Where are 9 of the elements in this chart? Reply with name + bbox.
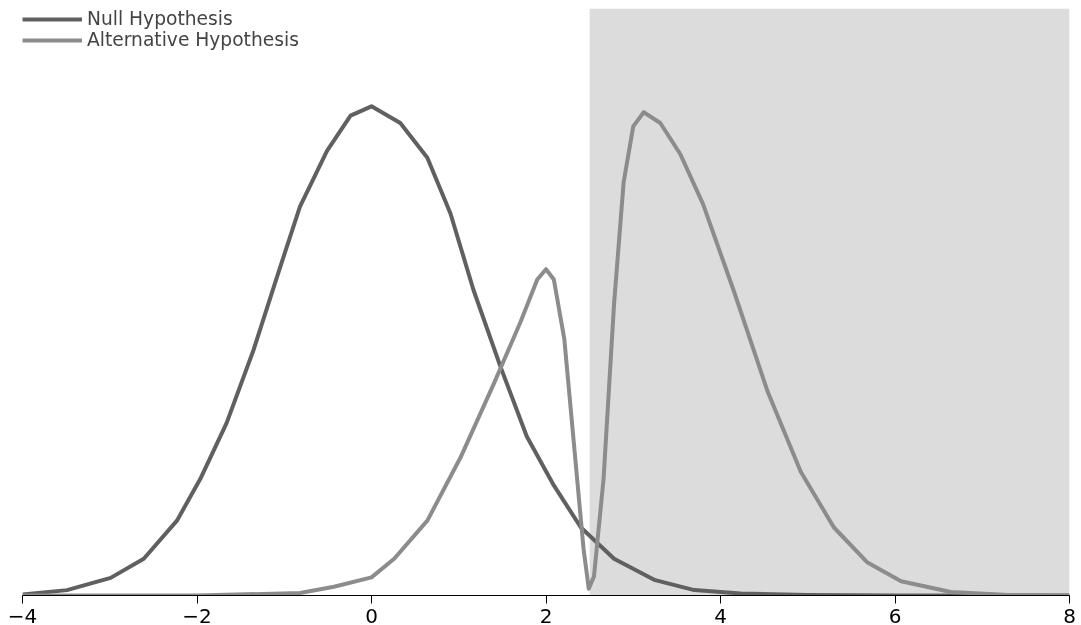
x-tick-label: 6 [888, 603, 902, 625]
legend-label: Alternative Hypothesis [87, 29, 299, 50]
x-tick-label: −2 [182, 603, 212, 625]
x-tick-label: −4 [7, 603, 38, 625]
legend-label: Null Hypothesis [87, 8, 233, 29]
x-tick-label: 8 [1063, 603, 1076, 625]
x-tick-label: 2 [539, 603, 553, 625]
x-tick-label: 0 [365, 603, 378, 625]
x-tick-label: 4 [714, 603, 727, 625]
